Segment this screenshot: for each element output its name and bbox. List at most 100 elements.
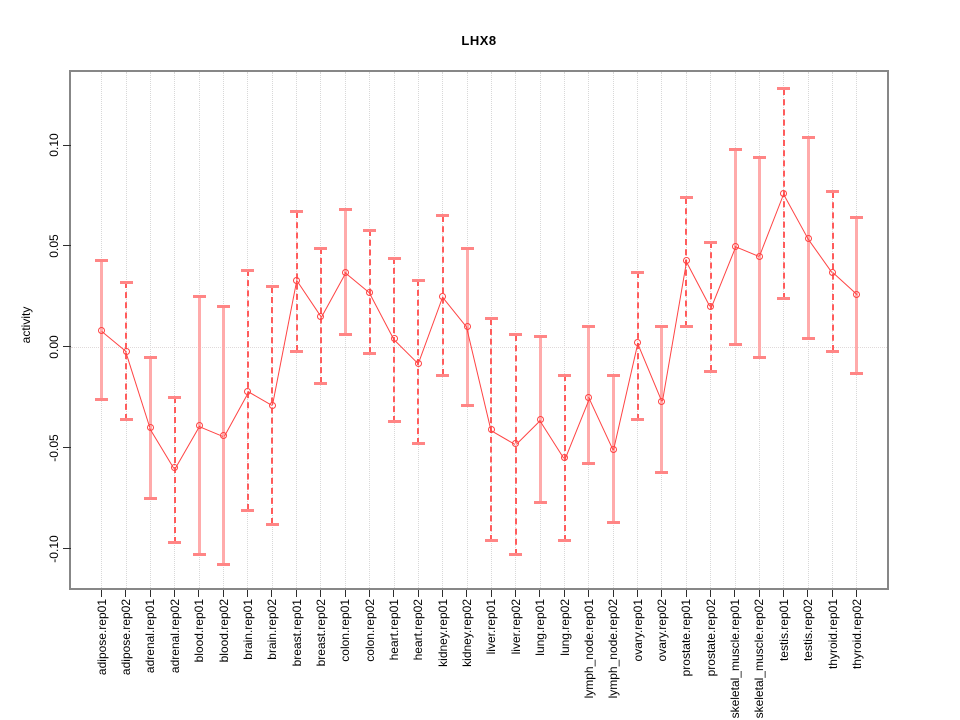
x-axis-tick bbox=[515, 590, 517, 597]
error-bar-cap-top bbox=[168, 395, 182, 399]
series-line-segment bbox=[393, 338, 419, 364]
x-tick-label: liver.rep01 bbox=[484, 599, 499, 655]
x-axis-tick bbox=[734, 590, 736, 597]
x-axis-tick bbox=[636, 590, 638, 597]
error-bar-cap-top bbox=[484, 317, 498, 321]
x-axis-tick bbox=[174, 590, 176, 597]
x-tick-label: ovary.rep02 bbox=[654, 599, 669, 662]
data-point bbox=[244, 387, 252, 395]
y-axis-tick bbox=[63, 447, 71, 449]
data-point bbox=[853, 291, 861, 299]
data-point bbox=[171, 464, 179, 472]
data-point bbox=[146, 424, 154, 432]
x-tick-label: ovary.rep01 bbox=[630, 599, 645, 662]
y-axis-tick bbox=[63, 346, 71, 348]
series-line-segment bbox=[466, 326, 492, 430]
y-tick-label: -0.05 bbox=[47, 434, 61, 462]
error-bar-cap-top bbox=[363, 228, 377, 232]
x-tick-label: heart.rep01 bbox=[387, 599, 402, 661]
error-bar-cap-bottom bbox=[655, 470, 669, 474]
series-line-segment bbox=[174, 425, 200, 469]
x-tick-label: lung.rep02 bbox=[557, 599, 572, 656]
x-axis-tick bbox=[490, 590, 492, 597]
x-axis-tick bbox=[100, 590, 102, 597]
series-line-segment bbox=[564, 397, 590, 459]
x-axis-tick bbox=[149, 590, 151, 597]
x-tick-label: colon.rep01 bbox=[338, 599, 353, 662]
error-bar-cap-top bbox=[509, 333, 523, 337]
x-tick-label: adrenal.rep02 bbox=[167, 599, 182, 674]
data-point bbox=[220, 432, 227, 440]
x-tick-label: brain.rep01 bbox=[240, 599, 255, 660]
x-axis-tick bbox=[344, 590, 346, 597]
x-gridline bbox=[515, 72, 517, 588]
y-axis-tick bbox=[63, 144, 71, 146]
x-axis-tick bbox=[466, 590, 468, 597]
error-bar-cap-bottom bbox=[777, 297, 791, 301]
error-bar-cap-bottom bbox=[704, 369, 718, 373]
data-point bbox=[341, 268, 349, 276]
error-bar-cap-bottom bbox=[826, 349, 839, 353]
series-line-segment bbox=[782, 193, 809, 239]
error-bar-cap-bottom bbox=[119, 418, 133, 422]
error-bar-cap-bottom bbox=[533, 500, 547, 504]
error-bar-cap-top bbox=[655, 325, 669, 329]
error-bar-cap-top bbox=[704, 240, 718, 244]
x-tick-label: colon.rep02 bbox=[362, 599, 377, 662]
x-gridline bbox=[685, 72, 687, 588]
error-bar-cap-bottom bbox=[143, 496, 157, 500]
x-tick-label: brain.rep02 bbox=[265, 599, 280, 660]
x-axis-tick bbox=[783, 590, 785, 597]
error-bar-cap-top bbox=[582, 325, 596, 329]
plot-area bbox=[71, 72, 887, 588]
error-bar-cap-bottom bbox=[241, 508, 255, 512]
error-bar-cap-top bbox=[314, 246, 328, 250]
error-bar-cap-bottom bbox=[484, 539, 498, 543]
series-line-segment bbox=[587, 397, 614, 451]
error-bar-cap-top bbox=[777, 87, 791, 91]
x-axis-tick bbox=[125, 590, 127, 597]
error-bar-cap-top bbox=[728, 147, 742, 151]
data-point bbox=[658, 397, 666, 405]
y-tick-label: 0.00 bbox=[47, 335, 61, 359]
data-point bbox=[536, 416, 544, 424]
series-line-segment bbox=[101, 330, 127, 352]
data-point bbox=[512, 440, 520, 448]
error-bar-cap-top bbox=[265, 285, 279, 288]
series-line-segment bbox=[685, 260, 711, 308]
data-point bbox=[731, 242, 739, 250]
y-axis-tick bbox=[63, 547, 71, 549]
series-line-segment bbox=[368, 292, 395, 340]
error-bar-cap-top bbox=[119, 280, 133, 284]
x-tick-label: liver.rep02 bbox=[508, 599, 523, 655]
series-line-segment bbox=[515, 419, 541, 445]
x-axis-tick bbox=[856, 590, 858, 597]
x-tick-label: adipose.rep02 bbox=[119, 599, 134, 676]
error-bar-cap-top bbox=[801, 135, 815, 139]
series-line-segment bbox=[759, 193, 785, 257]
x-axis-tick bbox=[831, 590, 833, 597]
x-tick-label: testis.rep01 bbox=[776, 599, 791, 662]
error-bar-cap-top bbox=[558, 373, 572, 377]
error-bar-cap-bottom bbox=[801, 337, 815, 341]
x-tick-label: adrenal.rep01 bbox=[143, 599, 158, 674]
series-line-segment bbox=[149, 427, 175, 469]
data-point bbox=[268, 401, 276, 409]
data-point bbox=[463, 323, 471, 331]
data-point bbox=[585, 393, 593, 401]
x-axis-tick bbox=[198, 590, 200, 597]
data-point bbox=[561, 454, 569, 462]
series-line-segment bbox=[272, 280, 298, 406]
error-bar-cap-top bbox=[143, 355, 157, 359]
x-gridline bbox=[564, 72, 566, 588]
x-axis-tick bbox=[539, 590, 541, 597]
series-line-segment bbox=[295, 280, 321, 318]
data-point bbox=[414, 359, 422, 367]
error-bar-cap-top bbox=[290, 210, 304, 214]
error-bar-cap-bottom bbox=[582, 462, 596, 466]
data-point bbox=[707, 303, 715, 311]
error-bar-cap-bottom bbox=[606, 520, 620, 524]
series-line-segment bbox=[125, 351, 151, 428]
error-bar-cap-bottom bbox=[363, 351, 377, 355]
error-bar-cap-bottom bbox=[631, 418, 645, 422]
